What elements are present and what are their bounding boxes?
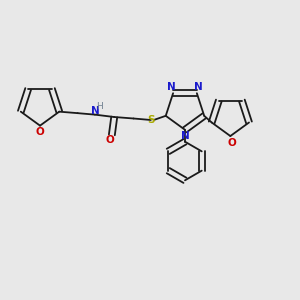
Text: O: O [36,127,44,137]
Text: N: N [194,82,203,92]
Text: O: O [227,138,236,148]
Text: S: S [147,115,155,125]
Text: O: O [106,135,115,145]
Text: N: N [91,106,99,116]
Text: N: N [181,131,189,141]
Text: H: H [97,102,103,111]
Text: N: N [167,82,176,92]
